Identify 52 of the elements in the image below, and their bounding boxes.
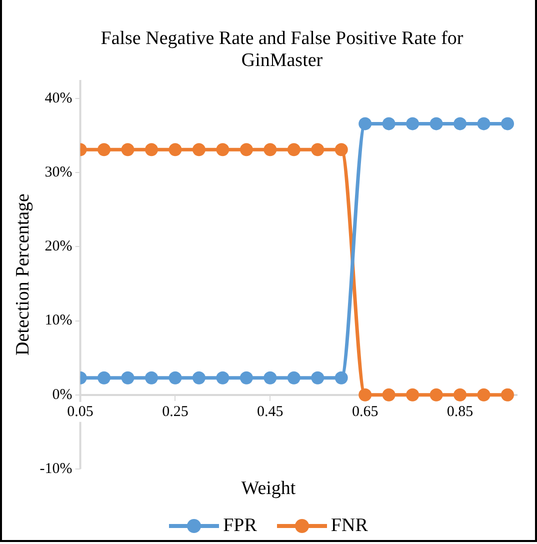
point (501, 117, 514, 130)
point (501, 388, 514, 402)
x-tick-label: 0.85 (446, 404, 474, 420)
point (334, 371, 348, 384)
point (382, 388, 396, 402)
y-tick-label: 0% (52, 386, 72, 403)
point (192, 371, 206, 384)
point (240, 371, 253, 384)
x-tick-label: 0.65 (352, 404, 378, 420)
point (406, 117, 420, 130)
point (121, 371, 134, 384)
point (477, 388, 490, 402)
point (382, 117, 396, 130)
point (430, 117, 443, 130)
x-tick-label: 0.25 (162, 404, 188, 420)
x-tick-label: 0.45 (257, 404, 284, 420)
point (358, 117, 372, 130)
point (240, 143, 253, 156)
y-axis-title: Detection Percentage (12, 194, 34, 356)
point (430, 388, 443, 402)
point (454, 117, 467, 130)
point (264, 371, 277, 384)
point (311, 143, 324, 156)
legend-label: FNR (330, 515, 368, 537)
point (192, 143, 206, 156)
point (144, 371, 158, 384)
y-tick-label: 20% (44, 238, 72, 255)
point (216, 371, 230, 384)
point (168, 143, 182, 156)
y-tick-label: 30% (44, 164, 72, 181)
point (454, 388, 467, 402)
point (121, 143, 134, 156)
point (98, 371, 111, 384)
point (144, 143, 158, 156)
y-tick-label: 10% (44, 312, 72, 329)
point (287, 371, 300, 384)
y-tick-label: 40% (44, 90, 72, 106)
x-axis-title: Weight (240, 478, 297, 500)
point (168, 371, 182, 384)
point (334, 143, 348, 156)
point (358, 388, 372, 402)
y-tick-label: -10% (40, 460, 72, 477)
point (216, 143, 230, 156)
point (311, 371, 324, 384)
legend-label: FPR (223, 515, 257, 537)
point (287, 143, 300, 156)
x-tick-label: 0.05 (67, 404, 94, 420)
point (98, 143, 111, 156)
point (264, 143, 277, 156)
point (406, 388, 420, 402)
chart-title: False Negative Rate and False Positive Rate for GinMaster (100, 28, 464, 72)
point (477, 117, 490, 130)
